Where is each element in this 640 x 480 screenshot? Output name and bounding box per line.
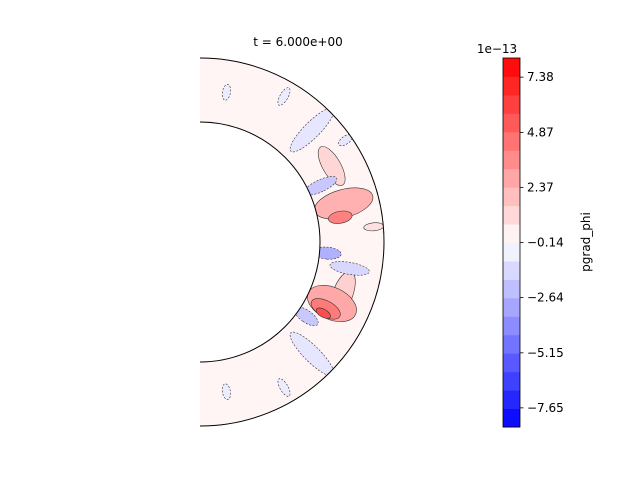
contour-region — [293, 306, 319, 327]
colorbar-band — [503, 242, 520, 262]
colorbar-tick-label: 2.37 — [527, 180, 554, 194]
colorbar-band — [503, 224, 520, 243]
colorbar-band — [503, 316, 520, 336]
colorbar-tick-label: −5.15 — [527, 346, 564, 360]
colorbar-band — [503, 113, 520, 133]
colorbar-band — [503, 297, 520, 317]
colorbar-band — [503, 279, 520, 299]
colorbar-band — [503, 371, 520, 391]
colorbar-band — [503, 150, 520, 170]
contour-region — [221, 84, 231, 101]
contour-region — [277, 378, 291, 397]
contour-region — [303, 176, 338, 196]
colorbar-band — [503, 260, 520, 280]
contour-plot — [199, 57, 385, 427]
colorbar-band — [503, 76, 520, 96]
colorbar: 7.38 4.87 2.37 −0.14 −2.64 −5.15 −7.65 — [502, 57, 564, 428]
contour-region — [328, 210, 353, 224]
colorbar-band — [503, 353, 520, 373]
colorbar-label: pgrad_phi — [579, 212, 593, 272]
colorbar-band — [503, 168, 520, 188]
contour-region — [315, 307, 331, 319]
colorbar-band — [503, 408, 520, 428]
colorbar-band — [503, 334, 520, 354]
colorbar-tick-label: −7.65 — [527, 401, 564, 415]
contour-region — [277, 87, 291, 106]
colorbar-band — [503, 390, 520, 410]
contour-region — [317, 146, 346, 186]
colorbar-band — [503, 205, 520, 225]
contour-region — [289, 331, 335, 377]
plot-title: t = 6.000e+00 — [253, 35, 342, 49]
colorbar-tick-label: −2.64 — [527, 291, 564, 305]
colorbar-band — [503, 131, 520, 151]
colorbar-tick-label: 7.38 — [527, 70, 554, 84]
colorbar-offset-text: 1e−13 — [477, 42, 517, 56]
contour-region — [289, 107, 335, 153]
colorbar-band — [503, 58, 520, 77]
annulus-background — [200, 58, 384, 426]
colorbar-band — [503, 187, 520, 207]
inner-boundary — [199, 121, 321, 363]
colorbar-tick-label: 4.87 — [527, 125, 554, 139]
colorbar-band — [503, 94, 520, 114]
contour-region — [329, 261, 370, 276]
outer-boundary — [199, 57, 385, 427]
contour-region — [221, 383, 231, 400]
colorbar-tick-label: −0.14 — [527, 236, 564, 250]
